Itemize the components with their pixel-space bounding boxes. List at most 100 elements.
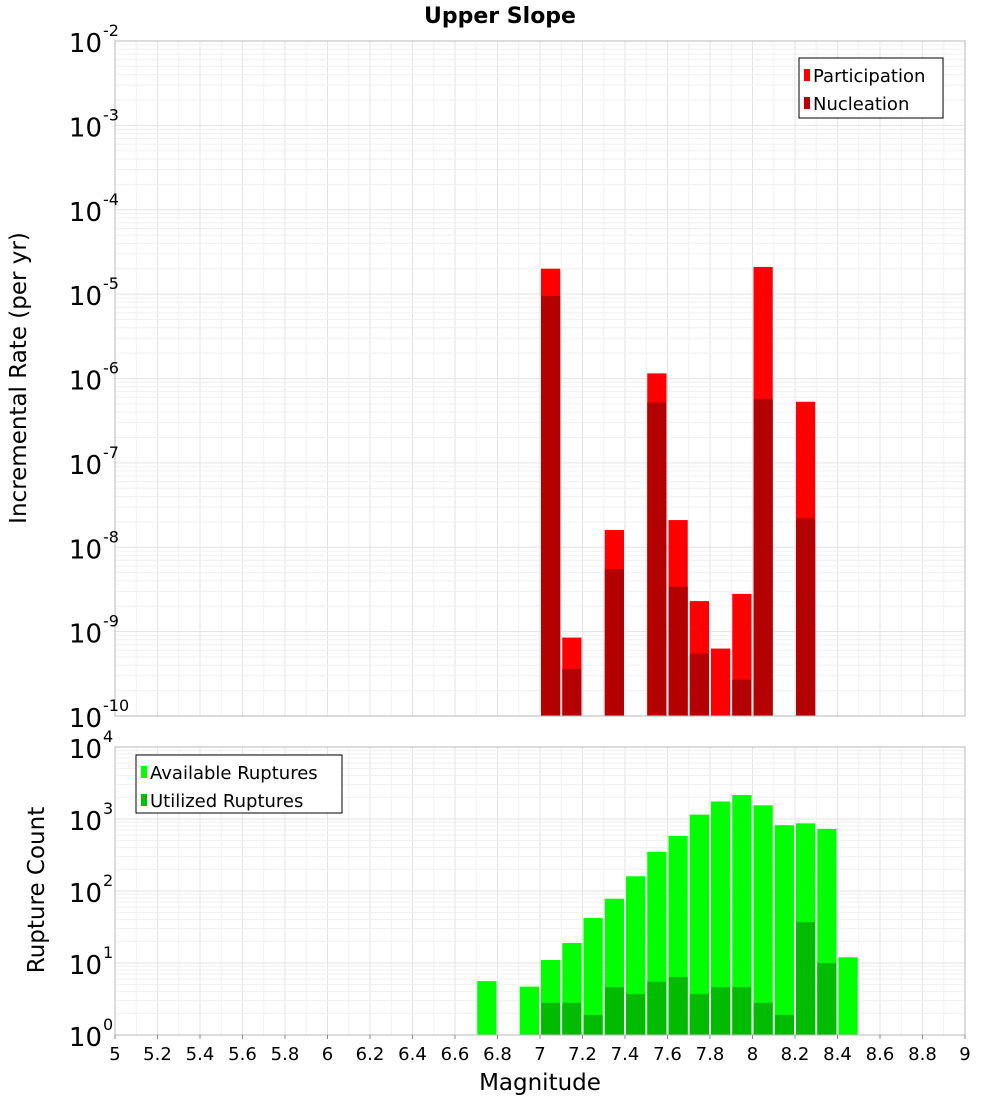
bottom-bar — [774, 1014, 794, 1035]
top-y-tick: 10 -6 — [69, 359, 119, 397]
x-tick-label: 8.6 — [866, 1044, 895, 1065]
bottom-y-axis-label: Rupture Count — [24, 807, 50, 973]
top-bar — [689, 653, 709, 716]
bottom-bar — [519, 986, 539, 1035]
top-y-tick: 10 -4 — [69, 190, 119, 228]
top-bar — [753, 399, 773, 716]
bottom-legend-label: Utilized Ruptures — [150, 791, 303, 812]
top-panel: 10-210-310-410-510-610-710-810-910 -10Par… — [69, 21, 966, 734]
x-tick-label: 5.8 — [271, 1044, 300, 1065]
bottom-bar — [753, 805, 773, 1035]
bottom-y-tick: 10 0 — [69, 1015, 113, 1053]
bottom-legend-swatch — [141, 766, 147, 778]
top-y-tick-exp: -7 — [103, 443, 119, 462]
bottom-bar — [711, 801, 731, 1035]
top-y-tick: 10 -7 — [69, 443, 119, 481]
bottom-bar — [562, 1002, 582, 1035]
x-tick-label: 8.4 — [823, 1044, 852, 1065]
bottom-bar — [668, 976, 688, 1035]
bottom-bar — [541, 1002, 561, 1035]
bottom-legend-swatch — [141, 794, 147, 806]
bottom-bar — [689, 994, 709, 1035]
top-y-axis-label: Incremental Rate (per yr) — [6, 232, 32, 524]
bottom-bar — [838, 957, 858, 1035]
top-y-tick: 10 -2 — [69, 21, 119, 59]
bottom-y-tick: 10 4 — [69, 727, 113, 765]
top-grid — [114, 41, 966, 717]
top-y-tick-base: 10 — [69, 620, 102, 650]
top-y-tick-exp: -9 — [103, 612, 119, 631]
bottom-series-2 — [541, 922, 837, 1035]
bottom-legend: Available Ruptures Utilized Ruptures — [135, 754, 343, 814]
x-tick-label: 6.2 — [356, 1044, 385, 1065]
x-tick-label: 8 — [747, 1044, 758, 1065]
top-bar — [796, 518, 816, 716]
x-tick-label: 5.2 — [143, 1044, 172, 1065]
top-y-tick-base: 10 — [69, 198, 102, 228]
bottom-bar — [583, 918, 603, 1035]
top-y-tick-base: 10 — [69, 367, 102, 397]
x-tick-label: 6.8 — [483, 1044, 512, 1065]
bottom-bar — [604, 987, 624, 1035]
bottom-y-tick-exp: 3 — [103, 799, 113, 818]
x-tick-label: 7.2 — [568, 1044, 597, 1065]
top-bar — [604, 569, 624, 716]
x-tick-label: 5.6 — [228, 1044, 257, 1065]
bottom-bar — [583, 1014, 603, 1035]
bottom-y-tick-base: 10 — [69, 807, 102, 837]
bottom-bar — [647, 981, 667, 1035]
x-tick-label: 6.4 — [398, 1044, 427, 1065]
bottom-y-tick-base: 10 — [69, 951, 102, 981]
top-legend-box — [798, 57, 944, 119]
bottom-y-tick-base: 10 — [69, 1023, 102, 1053]
top-y-tick-exp: -10 — [103, 696, 129, 715]
top-bar — [668, 586, 688, 716]
top-plot-frame — [114, 40, 966, 717]
bottom-bar — [711, 987, 731, 1035]
bottom-bar — [477, 981, 497, 1035]
top-y-tick-base: 10 — [69, 282, 102, 312]
top-y-tick-base: 10 — [69, 29, 102, 59]
top-y-tick-base: 10 — [69, 535, 102, 565]
x-tick-label: 6.6 — [441, 1044, 470, 1065]
bottom-legend-box — [135, 754, 343, 814]
top-bar — [711, 648, 731, 716]
top-legend-label: Participation — [813, 66, 925, 87]
bottom-bar — [753, 1002, 773, 1035]
bottom-y-tick: 10 3 — [69, 799, 113, 837]
top-legend: Participation Nucleation — [798, 57, 944, 119]
bottom-y-tick: 10 2 — [69, 871, 113, 909]
x-axis-ticks: 5 5.2 5.4 5.6 5.8 6 6.2 6.4 6.6 6.8 7 7.2 7.4 7.6 7.8 8… — [109, 1035, 971, 1065]
x-tick-label: 7.6 — [653, 1044, 682, 1065]
x-tick-label: 5 — [109, 1044, 120, 1065]
top-y-tick: 10 -5 — [69, 274, 119, 312]
bottom-y-tick-base: 10 — [69, 735, 102, 765]
x-tick-label: 7.4 — [611, 1044, 640, 1065]
top-y-tick-exp: -2 — [103, 21, 119, 40]
bottom-y-tick-base: 10 — [69, 879, 102, 909]
bottom-legend-label: Available Ruptures — [150, 763, 318, 784]
bottom-bar — [626, 994, 646, 1035]
x-axis-label: Magnitude — [479, 1070, 601, 1096]
top-legend-label: Nucleation — [813, 94, 909, 115]
x-tick-label: 7.8 — [696, 1044, 725, 1065]
top-y-tick-base: 10 — [69, 113, 102, 143]
top-y-tick: 10 -9 — [69, 612, 119, 650]
bottom-bar — [774, 825, 794, 1035]
top-bar — [647, 402, 667, 716]
bottom-y-tick-exp: 1 — [103, 943, 113, 962]
bottom-bar — [732, 987, 752, 1035]
top-y-tick-exp: -4 — [103, 190, 119, 209]
top-bar — [541, 296, 561, 716]
bottom-y-tick-exp: 2 — [103, 871, 113, 890]
x-tick-label: 8.2 — [781, 1044, 810, 1065]
x-tick-label: 6 — [322, 1044, 333, 1065]
top-y-tick: 10 -3 — [69, 105, 119, 143]
top-y-tick: 10 -8 — [69, 527, 119, 565]
top-y-tick-exp: -8 — [103, 527, 119, 546]
x-tick-label: 5.4 — [186, 1044, 215, 1065]
top-y-tick-exp: -3 — [103, 105, 119, 124]
top-y-tick: 10 -10 — [69, 696, 129, 734]
